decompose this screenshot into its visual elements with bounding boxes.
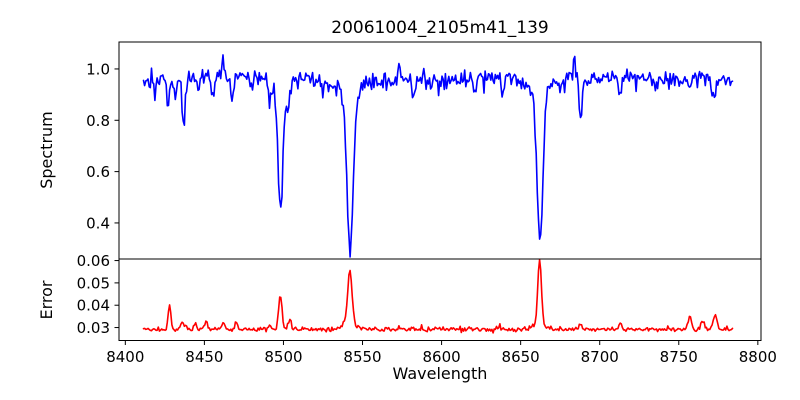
error-panel-frame [118, 258, 762, 341]
x-axis-ticks: 8400 8450 8500 8550 8600 8650 8700 8750 8800 [106, 340, 777, 366]
y-tick-label: 0.8 [86, 112, 110, 130]
y-tick-label: 0.03 [77, 319, 110, 337]
x-tick-label: 8600 [422, 348, 460, 366]
x-tick-label: 8650 [502, 348, 540, 366]
x-tick-label: 8400 [106, 348, 144, 366]
y-tick-label: 0.4 [86, 214, 110, 232]
error-data-line [142, 258, 734, 334]
y-tick-label: 0.05 [77, 274, 110, 292]
x-tick-label: 8500 [264, 348, 302, 366]
error-y-axis-ticks: 0.06 0.05 0.04 0.03 [77, 252, 119, 337]
x-tick-label: 8550 [343, 348, 381, 366]
y-tick-label: 0.6 [86, 163, 110, 181]
chart-title: 20061004_2105m41_139 [331, 18, 548, 38]
spectrum-y-axis-ticks: 1.0 0.8 0.6 0.4 [86, 60, 119, 232]
x-axis-label: Wavelength [393, 364, 488, 383]
spectrum-y-axis-label: Spectrum [37, 111, 56, 189]
x-tick-label: 8700 [581, 348, 619, 366]
x-tick-label: 8800 [739, 348, 777, 366]
x-tick-label: 8750 [660, 348, 698, 366]
x-tick-label: 8450 [185, 348, 223, 366]
y-tick-label: 0.04 [77, 297, 110, 315]
y-tick-label: 0.06 [77, 252, 110, 270]
spectrum-data-line [142, 54, 734, 258]
y-tick-label: 1.0 [86, 60, 110, 78]
error-y-axis-label: Error [37, 280, 56, 319]
